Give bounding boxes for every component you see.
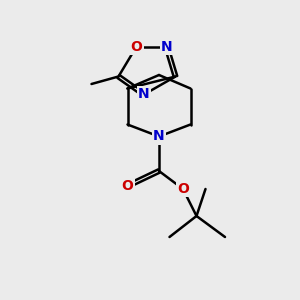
Text: O: O — [122, 179, 134, 193]
Text: N: N — [161, 40, 172, 53]
Text: O: O — [177, 182, 189, 196]
Text: N: N — [138, 88, 150, 101]
Text: N: N — [153, 130, 165, 143]
Text: O: O — [130, 40, 142, 53]
